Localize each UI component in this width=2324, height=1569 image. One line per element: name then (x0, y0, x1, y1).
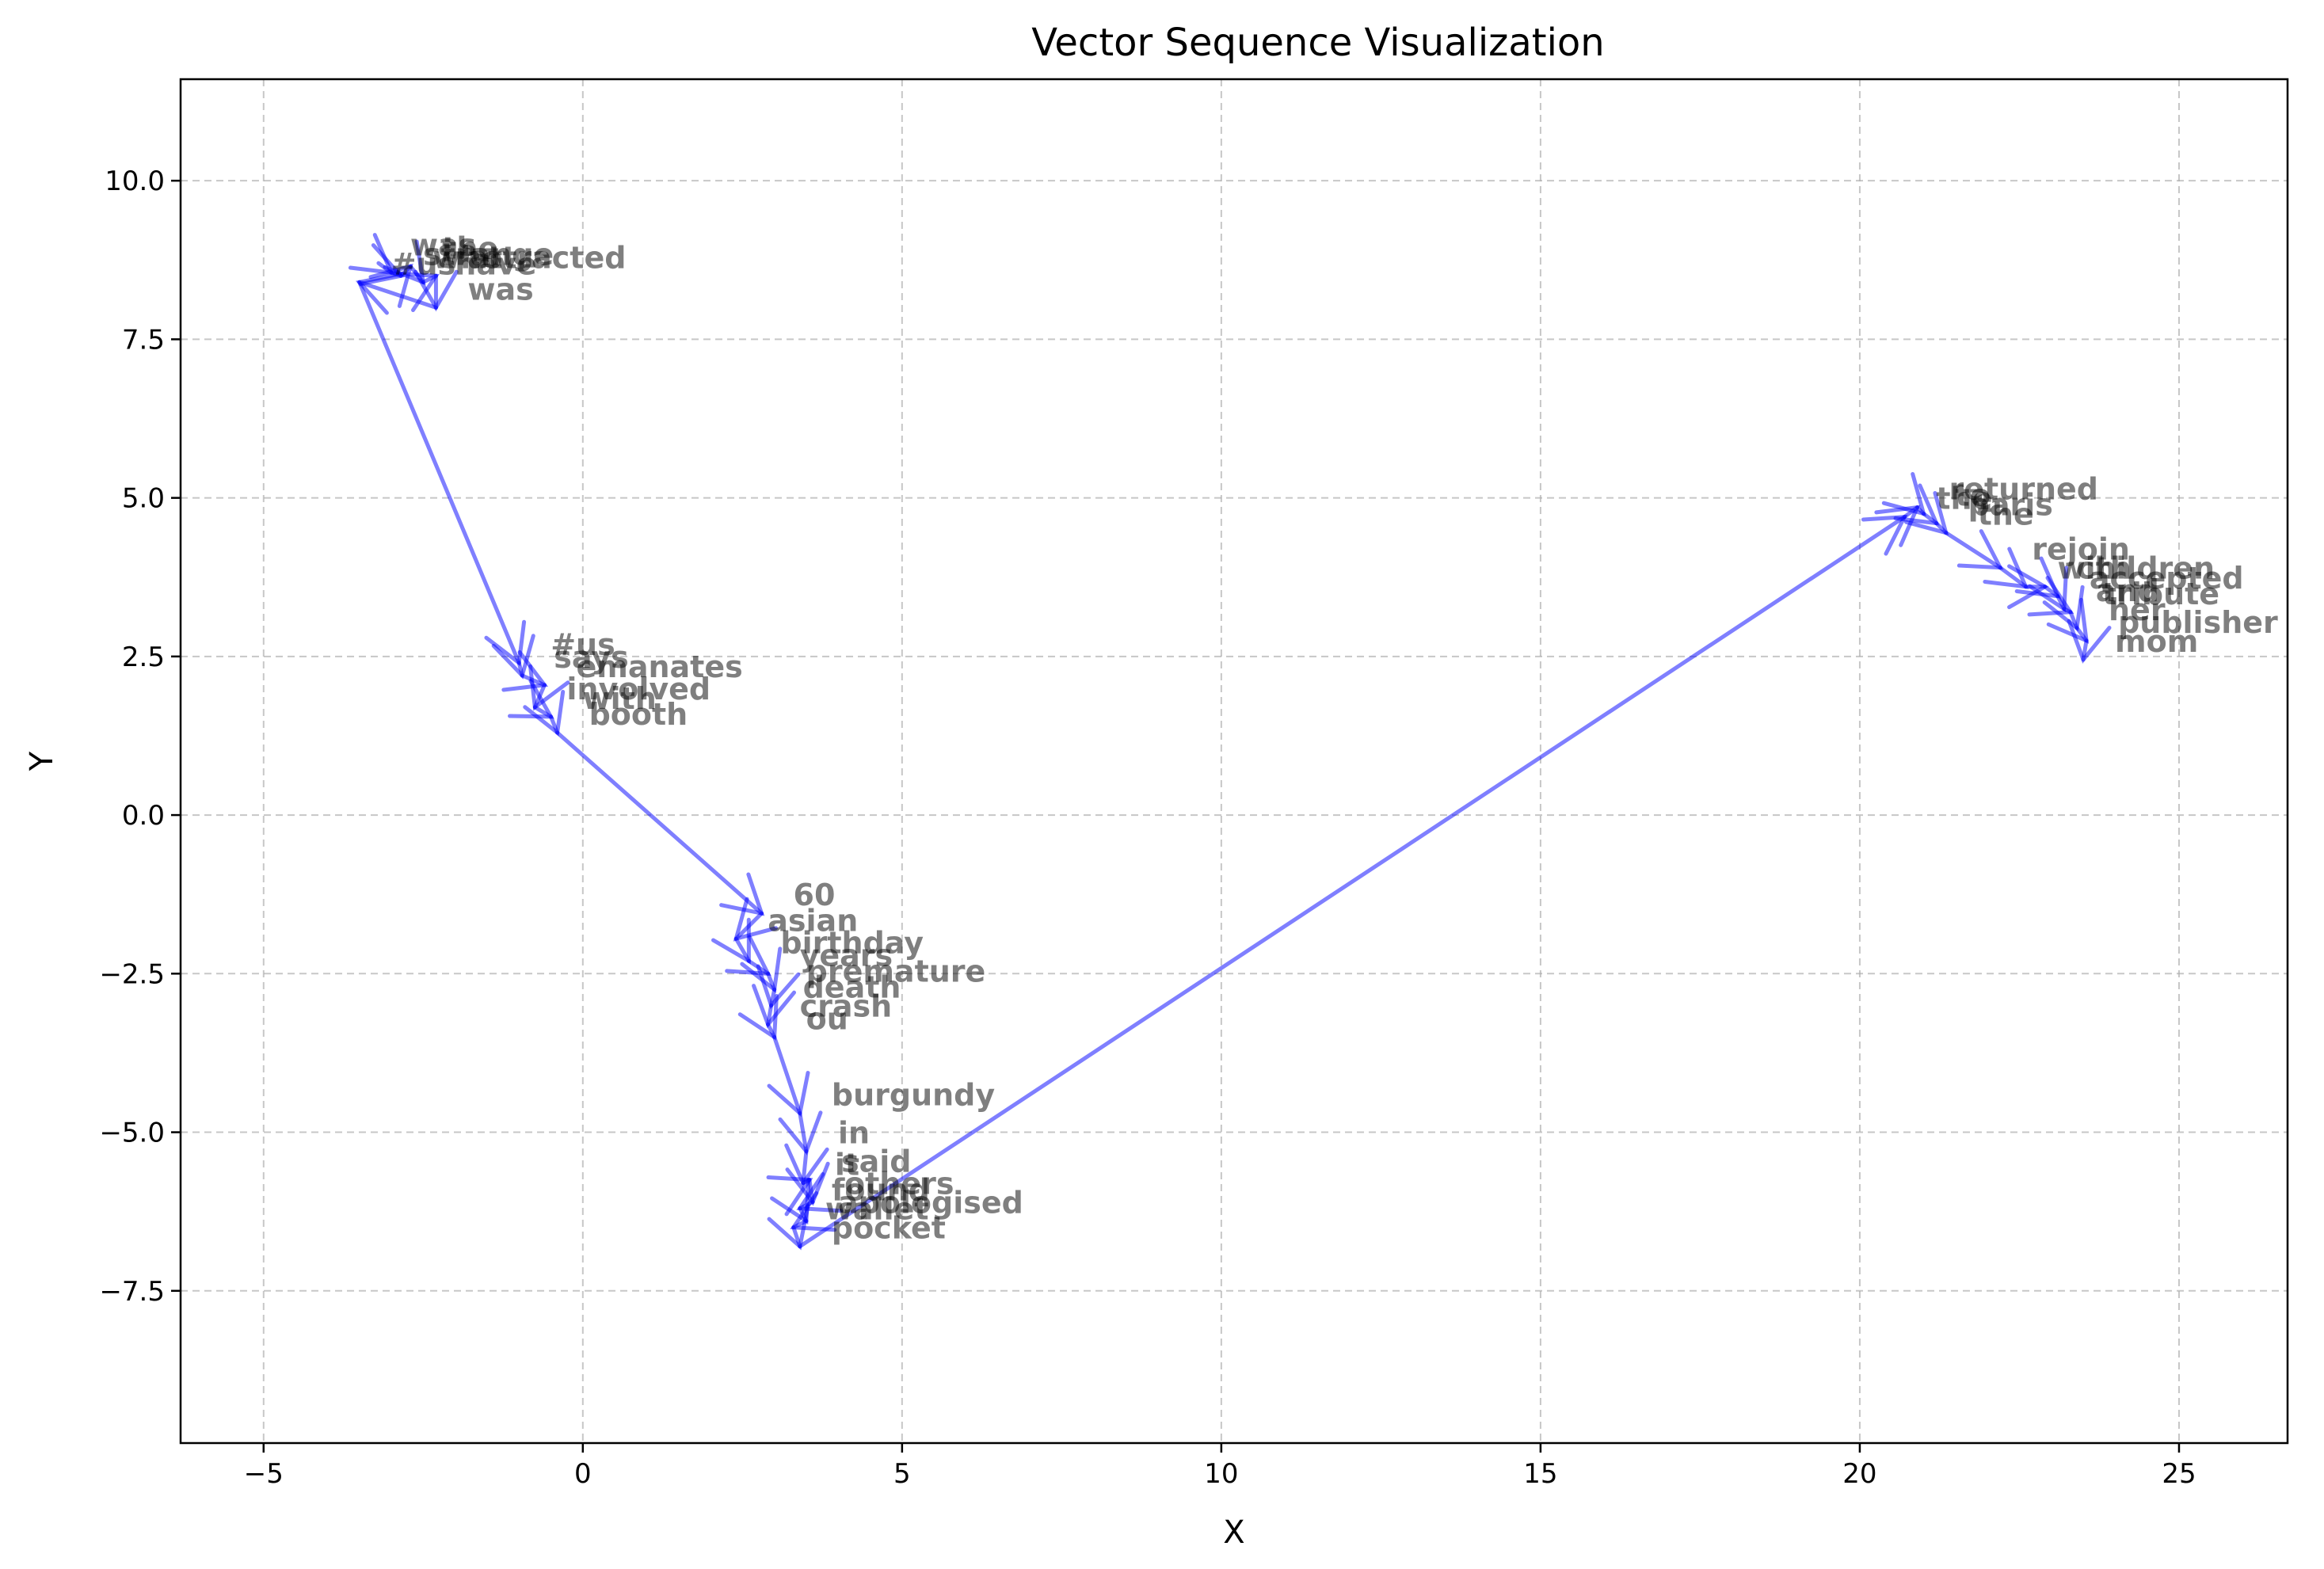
word-labels: wasstrangewhothehaveattractedwas#us#ussa… (391, 227, 2278, 1245)
x-tick-label: 25 (2162, 1458, 2196, 1490)
vector-segment (1944, 531, 2002, 570)
vector-segment (1998, 566, 2029, 589)
word-label: booth (589, 697, 688, 732)
word-label: her (2109, 592, 2166, 627)
word-label: crash (800, 988, 893, 1023)
word-label: rejoin (2032, 532, 2130, 567)
word-label: burgundy (832, 1078, 996, 1113)
word-label: the (1978, 497, 2034, 532)
y-tick-label: 5.0 (122, 483, 165, 515)
word-label: paris (1968, 488, 2053, 523)
word-label: in (838, 1116, 870, 1151)
grid (181, 79, 2288, 1443)
word-label: pocket (832, 1211, 946, 1246)
word-label: it (835, 1148, 859, 1182)
word-label: ou (806, 1001, 848, 1036)
vector-segment (357, 280, 521, 665)
plot-frame (179, 78, 2289, 1445)
word-label: strange (423, 237, 554, 272)
y-tick-label: 7.5 (122, 324, 165, 356)
x-tick-label: 10 (1204, 1458, 1238, 1490)
word-label: who (432, 240, 502, 275)
word-label: death (803, 969, 901, 1004)
word-label: was (467, 272, 533, 307)
word-label: premature (806, 954, 986, 988)
word-label: returned (1949, 472, 2098, 507)
word-label: have (455, 246, 536, 281)
word-label: #us (551, 627, 615, 662)
word-label: mom (2115, 624, 2198, 659)
x-tick-label: 15 (1523, 1458, 1557, 1490)
word-label: and (2096, 573, 2159, 608)
word-label: to (1956, 478, 1991, 513)
word-label: wallet (825, 1192, 929, 1227)
vector-segment (772, 1034, 802, 1116)
word-label: tribute (2102, 577, 2219, 611)
vector-segments (348, 233, 2112, 1251)
word-label: attracted (467, 240, 626, 275)
y-tick-label: −5.0 (99, 1118, 165, 1149)
word-label: says (554, 640, 628, 675)
word-label: the (1936, 482, 1992, 516)
word-label: with (2058, 551, 2132, 586)
y-tick-label: 2.5 (122, 642, 165, 673)
word-label: emanates (576, 649, 742, 684)
word-label: publisher (2118, 605, 2278, 640)
chart-title: Vector Sequence Visualization (1031, 21, 1604, 65)
word-label: years (800, 938, 893, 973)
word-label: found (832, 1173, 930, 1208)
word-label: the (442, 230, 498, 265)
vector-segment (357, 280, 438, 310)
x-tick-label: 0 (574, 1458, 592, 1490)
y-tick-label: −2.5 (99, 958, 165, 990)
word-label: 60 (794, 878, 836, 912)
vector-segment (555, 730, 764, 916)
word-label: #us (391, 246, 456, 281)
x-tick-label: 5 (893, 1458, 911, 1490)
word-label: apologised (838, 1186, 1023, 1221)
arrow-head (2067, 619, 2112, 664)
word-label: asian (768, 903, 858, 938)
word-label: involved (566, 672, 711, 706)
x-axis: −5 0 5 10 15 20 25 (244, 1443, 2196, 1490)
y-tick-label: 10.0 (105, 166, 165, 197)
word-label: said (841, 1144, 912, 1179)
word-label: others (844, 1167, 954, 1202)
x-tick-label: −5 (244, 1458, 284, 1490)
word-label: accepted (2090, 561, 2244, 596)
y-axis-label: Y (24, 751, 60, 771)
x-axis-label: X (1223, 1514, 1244, 1551)
word-label: was (410, 227, 476, 262)
y-axis: −7.5 −5.0 −2.5 0.0 2.5 5.0 7.5 10.0 (99, 166, 181, 1308)
word-label: birthday (780, 925, 924, 960)
vector-segment (798, 1111, 809, 1154)
y-tick-label: −7.5 (99, 1276, 165, 1308)
vector-segment (798, 515, 1907, 1249)
word-label: children (2077, 551, 2215, 586)
vector-segment (733, 936, 751, 963)
x-tick-label: 20 (1842, 1458, 1876, 1490)
y-tick-label: 0.0 (122, 800, 165, 832)
word-label: with (583, 681, 657, 716)
